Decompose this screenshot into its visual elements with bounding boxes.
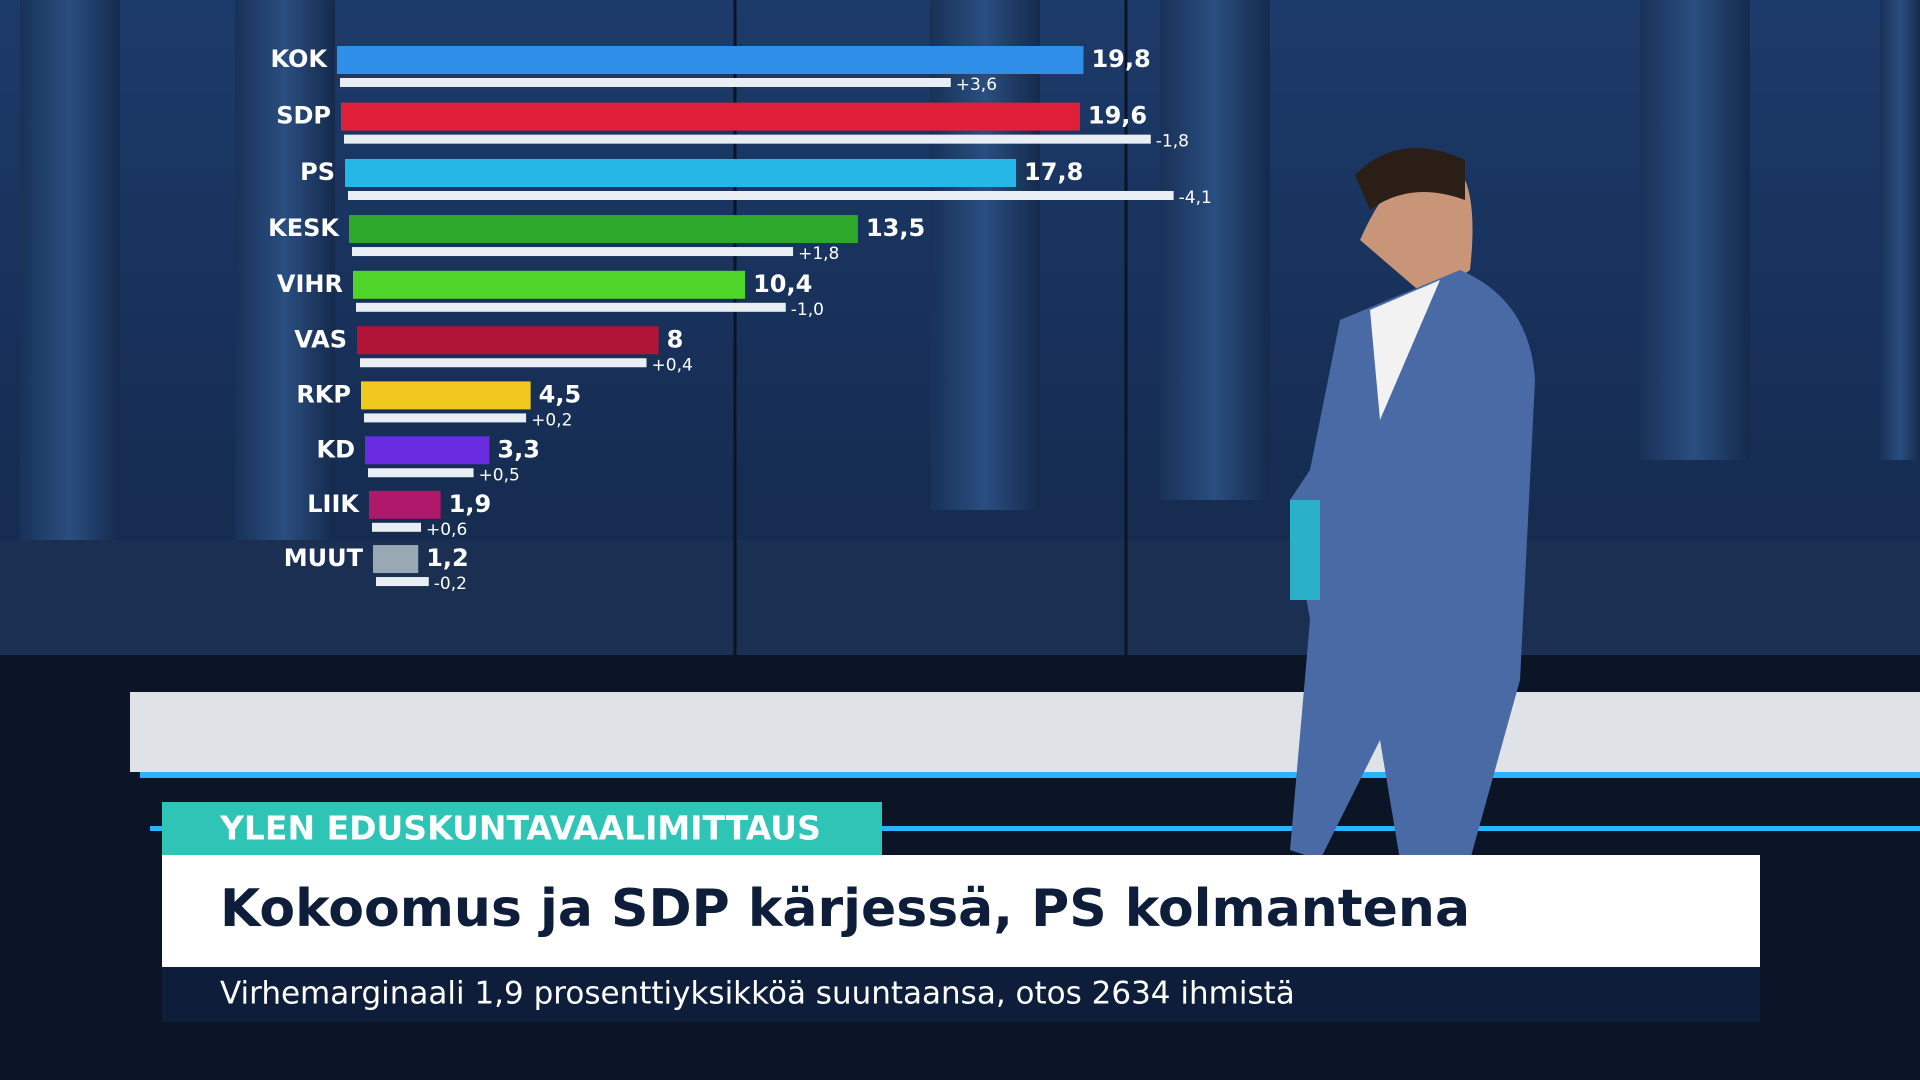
blue-glow xyxy=(140,772,1920,778)
change-label: +0,4 xyxy=(652,355,693,375)
change-label: +0,5 xyxy=(479,465,520,485)
category-label: KOK xyxy=(270,45,328,73)
category-label: VAS xyxy=(294,325,347,353)
change-label: +1,8 xyxy=(798,244,839,264)
category-label: VIHR xyxy=(277,270,343,298)
value-label: 1,2 xyxy=(426,544,469,572)
change-label: -1,0 xyxy=(791,300,824,320)
blue-glow xyxy=(150,826,1920,831)
value-label: 17,8 xyxy=(1024,158,1083,186)
change-label: +3,6 xyxy=(956,75,997,95)
previous-bar xyxy=(364,413,527,423)
category-label: MUUT xyxy=(284,544,364,572)
previous-bar xyxy=(344,134,1151,144)
value-label: 3,3 xyxy=(497,435,540,463)
value-label: 8 xyxy=(667,325,684,353)
subline: Virhemarginaali 1,9 prosenttiyksikköä su… xyxy=(220,976,1295,1012)
bar xyxy=(373,545,419,574)
category-label: KD xyxy=(316,435,355,463)
change-label: +0,6 xyxy=(426,520,467,540)
value-label: 10,4 xyxy=(753,270,812,298)
category-label: SDP xyxy=(276,102,331,130)
headline: Kokoomus ja SDP kärjessä, PS kolmantena xyxy=(220,879,1470,939)
value-label: 19,8 xyxy=(1091,45,1150,73)
presenter xyxy=(1290,148,1535,860)
previous-bar xyxy=(352,247,794,257)
light-strip xyxy=(130,692,1920,772)
previous-bar xyxy=(340,78,951,87)
previous-bar xyxy=(368,468,474,478)
lower-third-label: YLEN EDUSKUNTAVAALIMITTAUS xyxy=(219,809,821,848)
category-label: LIIK xyxy=(307,490,360,518)
lower-third-label-box xyxy=(162,802,882,855)
bar xyxy=(341,102,1080,131)
bar xyxy=(365,436,490,465)
bar xyxy=(361,381,531,410)
previous-bar xyxy=(372,522,422,532)
previous-bar xyxy=(360,358,647,368)
category-label: KESK xyxy=(268,214,340,242)
change-label: -1,8 xyxy=(1156,132,1189,152)
value-label: 19,6 xyxy=(1088,102,1147,130)
bar xyxy=(337,46,1084,74)
bar xyxy=(349,215,858,244)
previous-bar xyxy=(348,191,1174,200)
value-label: 4,5 xyxy=(539,380,582,408)
category-label: PS xyxy=(300,158,335,186)
bar xyxy=(345,159,1017,187)
value-label: 13,5 xyxy=(866,214,925,242)
headline-box xyxy=(162,855,1760,967)
bar xyxy=(369,490,441,519)
previous-bar xyxy=(356,302,786,312)
bar-chart: KOK 19,8 +3,6 SDP 19,6 -1,8 PS 17,8 -4,1 KESK 13,5… xyxy=(268,45,1212,594)
bar xyxy=(353,270,746,299)
change-label: -4,1 xyxy=(1179,188,1212,208)
change-label: -0,2 xyxy=(434,574,467,594)
subline-box xyxy=(162,967,1760,1022)
building-columns xyxy=(0,0,1920,655)
change-label: +0,2 xyxy=(531,410,572,430)
bar xyxy=(357,326,659,355)
previous-bar xyxy=(376,577,429,587)
value-label: 1,9 xyxy=(449,490,492,518)
category-label: RKP xyxy=(296,380,351,408)
